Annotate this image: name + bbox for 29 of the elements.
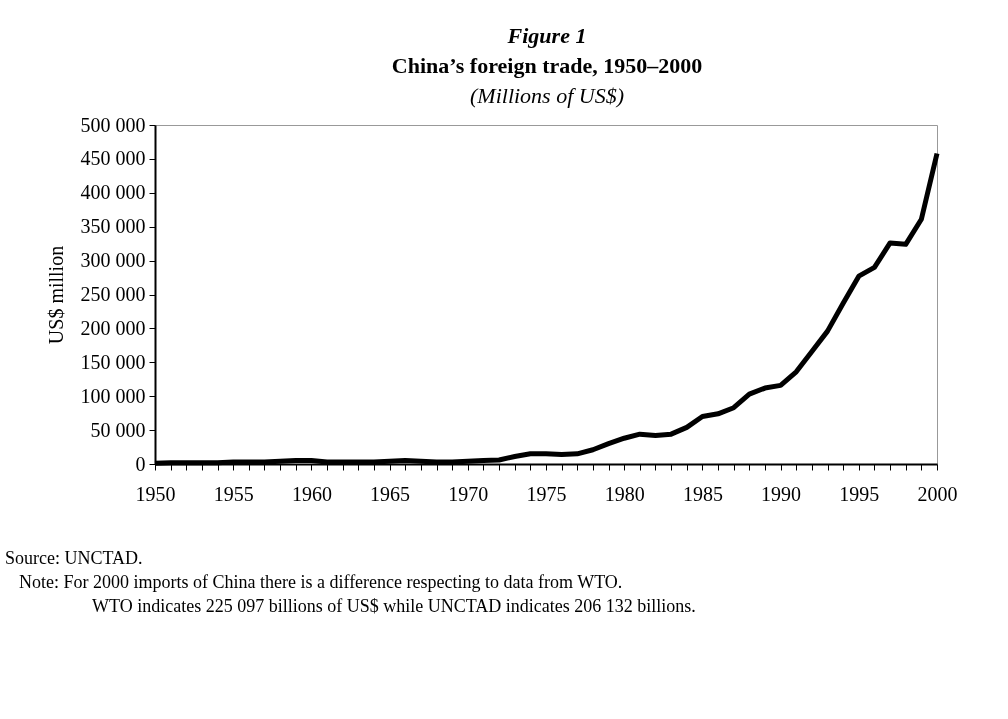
y-tick-label: 150 000 — [80, 350, 146, 373]
x-tick-label: 1975 — [526, 482, 567, 505]
x-tick-label: 1965 — [370, 482, 411, 505]
y-tick-label: 500 000 — [80, 113, 146, 136]
chart-subtitle: (Millions of US$) — [470, 83, 624, 108]
x-tick-label: 1995 — [839, 482, 880, 505]
x-tick-label: 1970 — [448, 482, 489, 505]
y-tick-label: 50 000 — [90, 418, 146, 441]
x-tick-label: 1990 — [761, 482, 802, 505]
y-tick-label: 100 000 — [80, 384, 146, 407]
x-tick-label: 1985 — [682, 482, 723, 505]
y-tick-label: 250 000 — [80, 283, 146, 305]
y-axis-title: US$ million — [44, 245, 67, 345]
y-tick-label: 200 000 — [80, 316, 146, 339]
text: WTO indicates 225 097 billions of US$ while UNCTAD indicates 206 132 billions. — [92, 596, 696, 616]
y-tick-label: 300 000 — [80, 249, 146, 272]
source-note: Source: UNCTAD. — [5, 548, 143, 568]
x-tick-label: 2000 — [917, 482, 958, 505]
y-tick-label: 350 000 — [80, 215, 146, 238]
x-tick-label: 1960 — [291, 482, 332, 505]
caption: Figure 1 — [506, 23, 587, 48]
chart-title: China’s foreign trade, 1950–2000 — [391, 53, 703, 78]
x-tick-label: 1955 — [213, 482, 254, 505]
y-tick-label: 0 — [135, 452, 146, 475]
x-tick-label: 1980 — [604, 482, 645, 505]
text: Note: For 2000 imports of China there is a difference respecting to data from WTO. — [19, 572, 623, 592]
y-tick-label: 450 000 — [80, 147, 146, 170]
y-tick-label: 400 000 — [80, 181, 146, 204]
x-tick-label: 1950 — [135, 482, 176, 505]
